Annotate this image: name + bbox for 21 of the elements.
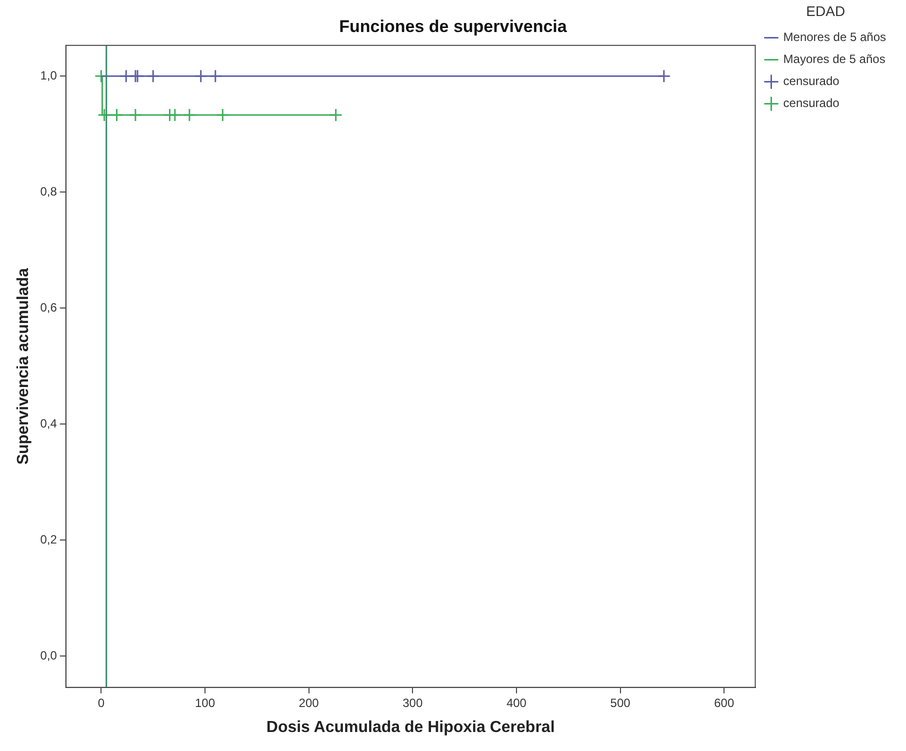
y-tick-label: 0,6 [40,300,58,314]
legend-label: Mayores de 5 años [783,52,886,66]
x-tick-label: 0 [98,696,105,710]
legend-label: censurado [783,74,840,88]
x-tick-label: 600 [714,696,734,710]
x-tick-label: 300 [402,696,423,710]
y-tick-label: 0,0 [40,648,58,662]
y-tick-label: 1,0 [40,68,58,82]
x-tick-label: 100 [194,696,216,710]
legend-label: Menores de 5 años [783,30,886,44]
legend-label: censurado [783,96,840,110]
y-tick-label: 0,8 [40,184,58,198]
x-tick-label: 400 [506,696,527,710]
y-tick-label: 0,2 [40,532,58,546]
legend-title: EDAD [806,2,846,19]
chart-title: Funciones de supervivencia [339,16,568,36]
y-tick-label: 0,4 [40,416,58,430]
y-axis-title: Supervivencia acumulada [15,268,32,465]
x-axis-title: Dosis Acumulada de Hipoxia Cerebral [266,718,555,736]
x-tick-label: 500 [610,696,631,710]
x-tick-label: 200 [298,696,320,710]
